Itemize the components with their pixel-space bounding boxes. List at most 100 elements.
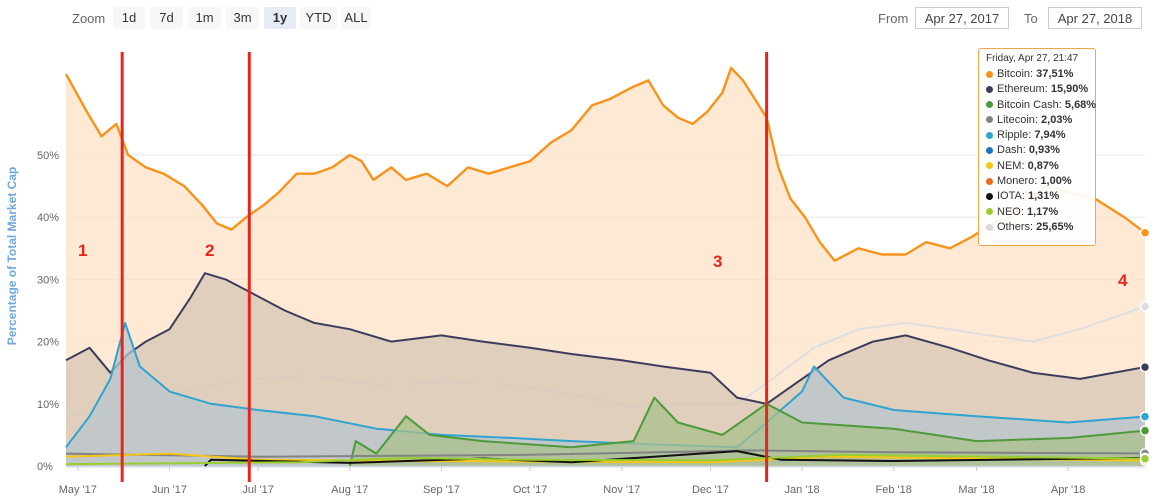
x-tick-label: Feb '18 <box>876 484 912 496</box>
series-endpoint-others <box>1139 301 1151 312</box>
tooltip-row: IOTA: 1,31% <box>986 189 1088 204</box>
tooltip-series-value: 1,00% <box>1040 175 1072 188</box>
series-color-dot <box>986 162 993 170</box>
y-tick-label: 0% <box>37 461 53 473</box>
y-tick-label: 30% <box>37 274 59 286</box>
series-endpoint-neo <box>1139 453 1151 464</box>
zoom-label: Zoom <box>72 11 106 26</box>
series-color-dot <box>986 85 993 93</box>
tooltip-separator: : <box>1021 159 1028 172</box>
x-tick-label: Dec '17 <box>692 484 729 496</box>
zoom-button-3m[interactable]: 3m <box>226 7 259 29</box>
tooltip-row: Ripple: 7,94% <box>986 128 1088 143</box>
tooltip-row: Litecoin: 2,03% <box>986 113 1088 128</box>
series-color-dot <box>986 147 993 155</box>
to-label: To <box>1024 11 1038 26</box>
tooltip-separator: : <box>1020 205 1027 218</box>
series-line-bitcoin <box>64 66 1146 262</box>
tooltip-separator: : <box>1028 129 1035 142</box>
tooltip-row: Dash: 0,93% <box>986 143 1088 158</box>
x-tick-label: Jul '17 <box>242 484 273 496</box>
series-line-litecoin <box>65 449 1146 458</box>
x-tick-label: Nov '17 <box>603 484 640 496</box>
series-color-dot <box>986 101 993 109</box>
zoom-button-1y[interactable]: 1y <box>264 7 296 29</box>
annotation-2: 2 <box>205 241 215 260</box>
tooltip-row: NEM: 0,87% <box>986 159 1088 174</box>
tooltip-separator: : <box>1030 220 1037 233</box>
from-label: From <box>878 11 909 26</box>
x-tick-label: Apr '18 <box>1051 484 1086 496</box>
zoom-button-all[interactable]: ALL <box>341 7 371 29</box>
series-line-bitcoin-cash <box>348 396 1146 467</box>
series-color-dot <box>986 116 993 124</box>
tooltip-series-name: Litecoin <box>997 113 1035 126</box>
tooltip-series-name: Bitcoin Cash <box>997 98 1059 111</box>
tooltip-rows: Bitcoin: 37,51% Ethereum: 15,90% Bitcoin C… <box>986 67 1096 235</box>
tooltip-row: Bitcoin Cash: 5,68% <box>986 98 1096 113</box>
series-color-dot <box>986 223 993 231</box>
series-endpoint-ethereum <box>1139 361 1151 373</box>
series-line-iota <box>204 450 1146 467</box>
tooltip-series-name: Ethereum <box>997 83 1045 96</box>
x-tick-label: Oct '17 <box>513 484 548 496</box>
tooltip-separator: : <box>1022 144 1029 157</box>
series-color-dot <box>986 177 993 185</box>
tooltip-separator: : <box>1058 98 1065 111</box>
tooltip-series-name: NEM <box>997 159 1022 172</box>
tooltip-series-name: Dash <box>997 144 1023 157</box>
y-tick-label: 50% <box>37 150 59 162</box>
x-tick-label: Sep '17 <box>423 484 460 496</box>
series-endpoint-ripple <box>1139 411 1151 422</box>
tooltip-series-value: 5,68% <box>1064 98 1097 111</box>
zoom-button-ytd[interactable]: YTD <box>300 7 337 29</box>
series-endpoint-bitcoin <box>1139 227 1151 238</box>
tooltip-row: NEO: 1,17% <box>986 205 1088 220</box>
x-tick-label: May '17 <box>59 484 97 496</box>
series-line-nem <box>65 452 1146 464</box>
tooltip-separator: : <box>1021 190 1028 203</box>
tooltip-series-value: 37,51% <box>1036 68 1074 80</box>
annotation-3: 3 <box>713 252 723 271</box>
tooltip-series-name: Ripple <box>997 129 1029 142</box>
y-tick-label: 40% <box>37 212 59 224</box>
zoom-button-1m[interactable]: 1m <box>188 7 221 29</box>
tooltip-separator: : <box>1034 113 1042 126</box>
tooltip-row: Monero: 1,00% <box>986 174 1088 189</box>
zoom-button-1d[interactable]: 1d <box>113 7 145 29</box>
tooltip-series-value: 7,94% <box>1034 129 1066 142</box>
tooltip-series-value: 2,03% <box>1041 113 1073 126</box>
y-tick-label: 20% <box>37 337 59 349</box>
tooltip-separator: : <box>1030 68 1037 80</box>
series-color-dot <box>986 131 993 139</box>
y-tick-label: 10% <box>37 399 59 411</box>
tooltip-row: Bitcoin: 37,51% <box>986 67 1088 82</box>
tooltip-series-value: 15,90% <box>1050 83 1089 96</box>
x-tick-label: Mar '18 <box>958 484 994 496</box>
tooltip-separator: : <box>1034 175 1041 188</box>
y-axis-title: Percentage of Total Market Cap <box>5 167 19 346</box>
series-color-dot <box>986 208 993 216</box>
tooltip-series-value: 0,93% <box>1028 144 1061 157</box>
tooltip-series-value: 1,17% <box>1026 205 1059 218</box>
range-selector-toolbar: Zoom 1d 7d 1m 3m 1y YTD ALL From Apr 27,… <box>0 0 1159 38</box>
tooltip-series-value: 25,65% <box>1036 220 1074 233</box>
annotation-1: 1 <box>78 241 88 260</box>
tooltip-series-value: 0,87% <box>1027 159 1059 172</box>
tooltip-series-name: IOTA <box>997 190 1022 203</box>
tooltip-separator: : <box>1044 83 1051 96</box>
tooltip-row: Ethereum: 15,90% <box>986 82 1088 97</box>
to-date-input[interactable]: Apr 27, 2018 <box>1048 7 1142 29</box>
series-color-dot <box>986 192 993 200</box>
x-tick-label: Jan '18 <box>785 484 820 496</box>
tooltip-series-value: 1,31% <box>1027 190 1060 203</box>
from-date-input[interactable]: Apr 27, 2017 <box>915 7 1009 29</box>
x-tick-label: Jun '17 <box>152 484 187 496</box>
tooltip-series-name: NEO <box>997 205 1021 218</box>
series-endpoint-bitcoin-cash <box>1139 425 1151 436</box>
zoom-button-7d[interactable]: 7d <box>150 7 183 29</box>
annotation-4: 4 <box>1118 271 1128 290</box>
tooltip-series-name: Monero <box>997 175 1035 188</box>
tooltip-row: Others: 25,65% <box>986 220 1088 235</box>
